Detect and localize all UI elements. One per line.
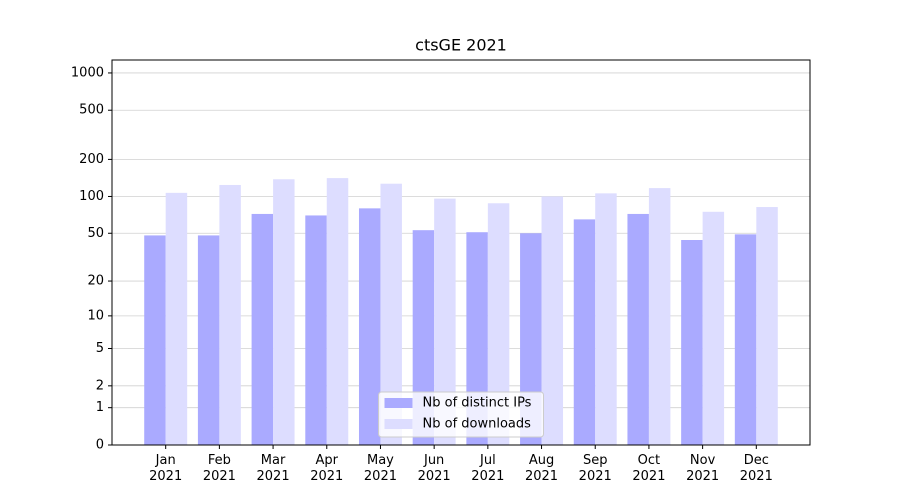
x-tick-label: Nov 2021 [686,453,720,484]
y-tick-label: 1 [96,400,104,415]
chart-title: ctsGE 2021 [415,36,507,55]
y-tick-label: 500 [79,103,104,118]
x-tick-label: May 2021 [363,453,397,484]
bar [756,207,778,445]
x-tick-label: Oct 2021 [632,453,666,484]
bar [305,215,327,445]
bar [434,198,456,445]
bar [573,219,596,445]
x-tick-label: Apr 2021 [310,453,344,484]
x-tick-label: Jun 2021 [417,453,451,484]
bar [273,179,295,445]
x-tick-label: Dec 2021 [739,453,773,484]
legend-label: Nb of downloads [423,417,532,432]
x-tick-label: Aug 2021 [524,453,559,484]
y-tick-label: 0 [96,438,104,453]
bar [165,192,188,445]
bar [541,196,564,445]
bar [734,234,757,445]
bar [595,193,617,445]
y-tick-label: 1000 [71,65,104,80]
y-tick-label: 20 [87,274,104,289]
legend-box [378,391,544,438]
bar [144,235,166,445]
x-tick-label: Mar 2021 [256,453,290,484]
y-tick-label: 5 [96,341,104,356]
y-tick-label: 10 [87,308,104,323]
x-tick-label: Jul 2021 [471,453,505,484]
bar [681,240,703,445]
y-tick-label: 200 [79,152,104,167]
y-tick-label: 100 [79,189,104,204]
bar [380,183,402,446]
y-tick-label: 50 [87,226,104,241]
bar [219,184,241,445]
bar [627,213,649,445]
bar [412,230,435,445]
legend-swatch [384,419,413,429]
bar [702,211,725,445]
x-tick-label: Feb 2021 [202,453,236,484]
legend-label: Nb of distinct IPs [423,396,532,411]
legend: Nb of distinct IPs Nb of downloads [378,391,544,438]
bar [648,188,671,445]
y-tick-label: 2 [96,378,104,393]
plot-frame [111,59,811,446]
bar [358,208,381,445]
bar [326,178,349,445]
bar [197,235,220,445]
bar [487,203,510,445]
bar [251,213,274,445]
x-tick-label: Jan 2021 [149,453,183,484]
legend-swatch [384,398,413,408]
x-tick-label: Sep 2021 [578,453,612,484]
